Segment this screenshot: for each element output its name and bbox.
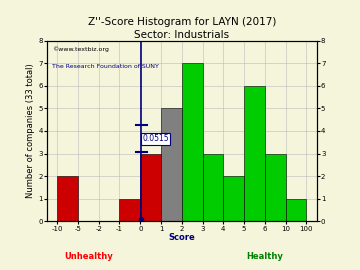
Text: 0.0515: 0.0515 — [142, 134, 169, 143]
Text: ©www.textbiz.org: ©www.textbiz.org — [52, 46, 109, 52]
Bar — [223, 176, 244, 221]
Title: Z''-Score Histogram for LAYN (2017)
Sector: Industrials: Z''-Score Histogram for LAYN (2017) Sect… — [87, 16, 276, 40]
Bar — [285, 199, 306, 221]
Y-axis label: Number of companies (33 total): Number of companies (33 total) — [26, 63, 35, 198]
Bar — [265, 154, 285, 221]
Bar — [140, 154, 161, 221]
Bar — [161, 108, 182, 221]
X-axis label: Score: Score — [168, 233, 195, 242]
Bar — [57, 176, 78, 221]
Bar — [120, 199, 140, 221]
Bar — [182, 63, 203, 221]
Bar — [244, 86, 265, 221]
Bar — [203, 154, 223, 221]
Text: The Research Foundation of SUNY: The Research Foundation of SUNY — [52, 64, 159, 69]
Text: Unhealthy: Unhealthy — [64, 252, 113, 261]
Text: Healthy: Healthy — [247, 252, 283, 261]
